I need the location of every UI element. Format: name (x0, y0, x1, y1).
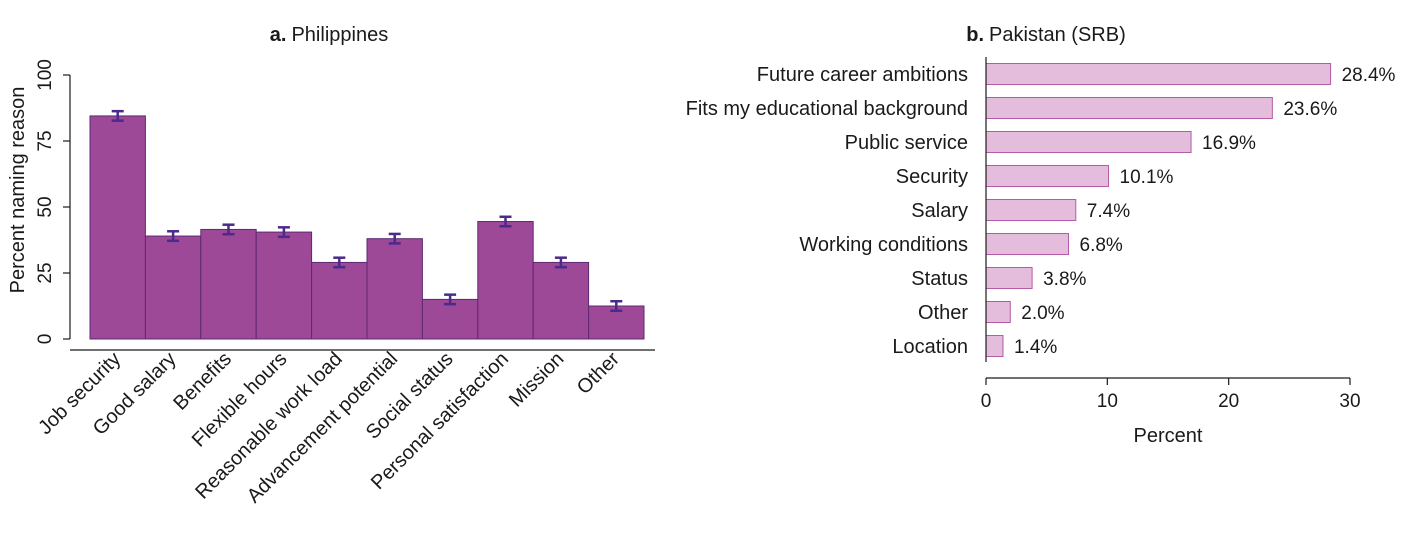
bar-1 (144, 235, 202, 340)
panel-a-bars (89, 115, 645, 340)
bar-5 (366, 238, 423, 340)
category-label-2: Public service (845, 132, 968, 154)
panel-b-category-labels: Future career ambitions Fits my education… (686, 64, 969, 358)
error-bar-4 (333, 256, 346, 269)
bar-3 (255, 231, 313, 340)
category-label-8: Location (892, 336, 968, 358)
category-label-8: Mission (505, 348, 568, 411)
panel-a-philippines-chart: a. Philippines Percent naming reason 0 25 5… (7, 24, 655, 507)
y-tick-label-3: 75 (35, 130, 56, 151)
category-label-3: Flexible hours (188, 348, 292, 452)
error-bar-2 (222, 223, 235, 236)
data-label-3: 10.1% (1120, 167, 1174, 188)
data-label-1: 23.6% (1283, 99, 1337, 120)
data-label-7: 2.0% (1021, 303, 1064, 324)
bar-3 (985, 165, 1110, 187)
bar-7 (985, 301, 1011, 323)
error-bar-8 (554, 256, 567, 269)
panel-a-y-axis-label: Percent naming reason (7, 87, 29, 294)
x-tick-label-2: 20 (1218, 391, 1239, 412)
y-tick-label-1: 25 (35, 262, 56, 283)
bar-4 (985, 199, 1077, 221)
bar-7 (477, 221, 534, 340)
panel-a-title-text: Philippines (291, 24, 388, 46)
bar-8 (985, 335, 1004, 357)
error-bar-3 (277, 226, 290, 239)
bar-8 (532, 261, 590, 340)
y-tick-label-0: 0 (35, 334, 56, 345)
panel-a-title: a. Philippines (270, 24, 388, 46)
category-label-4: Salary (911, 200, 968, 222)
panel-b-title-prefix: b. (966, 24, 984, 46)
panel-b-title-text: Pakistan (SRB) (989, 24, 1126, 46)
bar-5 (985, 233, 1070, 255)
error-bar-7 (499, 215, 512, 228)
y-tick-label-4: 100 (35, 59, 56, 91)
panel-a-error-bars (111, 109, 623, 313)
panel-b-pakistan-chart: b. Pakistan (SRB) 28.4%23.6% 16.9% 10.1% 7.4… (686, 24, 1396, 447)
x-tick-label-1: 10 (1097, 391, 1118, 412)
x-tick-label-0: 0 (981, 391, 992, 412)
bar-0 (985, 63, 1332, 85)
error-bar-9 (610, 299, 623, 313)
bar-4 (311, 261, 368, 340)
data-label-5: 6.8% (1080, 235, 1123, 256)
y-tick-label-2: 50 (35, 196, 56, 217)
category-label-7: Other (918, 302, 968, 324)
panel-b-title: b. Pakistan (SRB) (966, 24, 1126, 46)
category-label-9: Other (573, 348, 624, 399)
category-label-3: Security (896, 166, 968, 188)
error-bar-1 (167, 230, 180, 243)
error-bar-0 (111, 109, 124, 122)
error-bar-5 (388, 232, 401, 245)
data-label-8: 1.4% (1014, 337, 1057, 358)
data-label-4: 7.4% (1087, 201, 1130, 222)
data-label-6: 3.8% (1043, 269, 1086, 290)
bar-2 (200, 228, 257, 340)
bar-6 (985, 267, 1033, 289)
data-label-2: 16.9% (1202, 133, 1256, 154)
category-label-0: Future career ambitions (757, 64, 968, 86)
bar-1 (985, 97, 1273, 119)
category-label-6: Status (911, 268, 968, 290)
panel-b-x-axis-label: Percent (1134, 425, 1203, 447)
bar-2 (985, 131, 1192, 153)
data-label-0: 28.4% (1342, 65, 1396, 86)
bar-0 (89, 115, 146, 340)
panel-a-title-prefix: a. (270, 24, 287, 46)
category-label-5: Working conditions (799, 234, 968, 256)
bar-6 (421, 298, 479, 340)
panel-b-data-labels: 28.4%23.6% 16.9% 10.1% 7.4% 6.8% 3.8% 2.0% 1.4% (1014, 65, 1396, 358)
error-bar-6 (444, 293, 457, 306)
x-tick-label-3: 30 (1339, 391, 1360, 412)
category-label-1: Fits my educational background (686, 98, 968, 120)
panel-b-x-axis: 0 10 20 30 (981, 377, 1361, 412)
panel-a-y-axis: 0 25 50 75 100 (35, 59, 71, 345)
